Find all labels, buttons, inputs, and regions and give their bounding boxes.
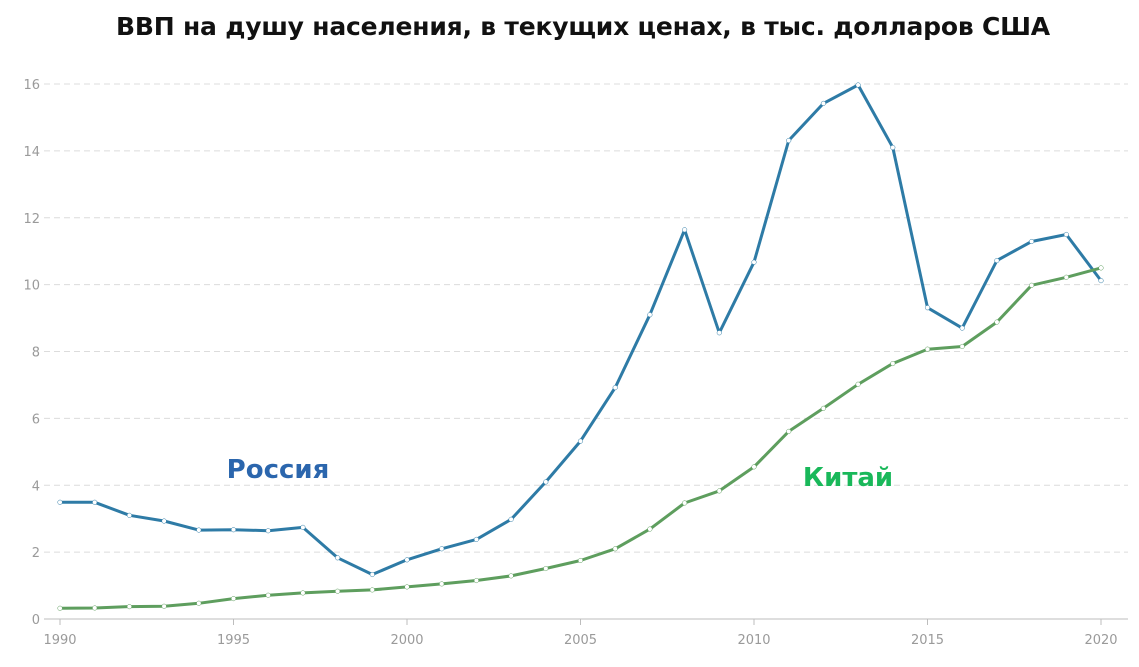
y-tick-label: 10 <box>23 279 40 294</box>
data-point <box>890 360 896 367</box>
data-point <box>335 588 341 594</box>
series-labels: Россия Китай <box>227 455 893 493</box>
series-layer <box>57 82 1104 611</box>
x-tick-label: 1995 <box>217 633 250 648</box>
data-point <box>1098 278 1104 284</box>
data-point <box>647 312 653 318</box>
data-point <box>300 524 306 530</box>
y-tick-label: 4 <box>32 479 40 494</box>
data-point <box>1029 238 1035 245</box>
x-tick-label: 1990 <box>43 633 76 648</box>
data-point <box>57 605 63 611</box>
x-tick-label: 2010 <box>737 633 770 648</box>
data-point <box>404 557 410 563</box>
data-point <box>92 605 98 611</box>
data-point <box>369 587 375 593</box>
data-point <box>820 405 826 411</box>
series-china <box>57 265 1104 611</box>
chart-title: ВВП на душу населения, в текущих ценах, … <box>116 12 1050 41</box>
data-point <box>577 438 584 444</box>
data-point <box>959 325 965 331</box>
data-point <box>439 546 445 552</box>
data-point <box>439 581 445 587</box>
data-point <box>196 600 202 606</box>
data-point <box>543 565 549 572</box>
series-label-russia: Россия <box>227 455 330 485</box>
data-point <box>92 499 98 505</box>
data-point <box>508 573 514 579</box>
data-point <box>161 603 167 609</box>
y-tick-label: 12 <box>23 212 40 227</box>
y-tick-label: 2 <box>32 546 40 561</box>
data-point <box>369 571 375 578</box>
data-point <box>57 499 63 505</box>
data-point <box>508 516 514 522</box>
data-point <box>1063 274 1069 280</box>
data-point <box>161 518 167 524</box>
data-point <box>265 528 271 534</box>
data-point <box>300 590 306 596</box>
y-tick-label: 8 <box>32 346 40 361</box>
series-line <box>58 83 1103 576</box>
data-point <box>543 479 549 485</box>
data-point <box>126 512 132 518</box>
data-point <box>1063 231 1069 238</box>
x-tick-label: 2005 <box>564 633 597 648</box>
data-point <box>786 137 792 144</box>
x-tick-label: 2020 <box>1084 633 1117 648</box>
data-point <box>820 100 826 106</box>
data-point <box>994 258 1000 264</box>
y-tick-label: 0 <box>32 613 40 628</box>
data-point <box>924 346 931 352</box>
data-point <box>751 259 757 265</box>
data-point <box>335 555 341 561</box>
data-point <box>855 381 861 387</box>
data-point <box>404 584 410 590</box>
grid <box>44 83 1128 553</box>
x-tick-label: 2015 <box>911 633 944 648</box>
data-point <box>855 82 861 88</box>
data-point <box>196 527 202 533</box>
data-point <box>230 596 237 602</box>
data-point <box>265 592 271 598</box>
x-tick-label: 2000 <box>390 633 423 648</box>
data-point <box>612 385 618 391</box>
data-point <box>126 604 132 610</box>
y-tick-label: 6 <box>32 412 40 427</box>
data-point <box>786 428 792 434</box>
data-point <box>716 488 722 494</box>
data-point <box>994 319 1000 325</box>
axes: 0 2 4 6 8 10 12 14 16 1990 1995 2000 2005 2010 2015 202… <box>23 78 1128 648</box>
series-russia <box>57 82 1104 578</box>
series-label-china: Китай <box>803 463 893 493</box>
data-point <box>612 546 618 552</box>
data-point <box>577 557 584 564</box>
data-point <box>924 305 931 311</box>
data-point <box>473 536 479 542</box>
y-tick-label: 16 <box>23 78 40 93</box>
data-point <box>682 500 688 506</box>
data-point <box>1029 282 1035 288</box>
data-point <box>647 526 653 532</box>
data-point <box>682 227 688 233</box>
data-point <box>959 343 965 350</box>
data-point <box>716 330 722 336</box>
data-point <box>890 144 896 151</box>
y-tick-label: 14 <box>23 145 40 160</box>
data-point <box>230 527 237 533</box>
data-point <box>473 577 479 584</box>
data-point <box>751 464 757 470</box>
data-point <box>1098 265 1104 271</box>
